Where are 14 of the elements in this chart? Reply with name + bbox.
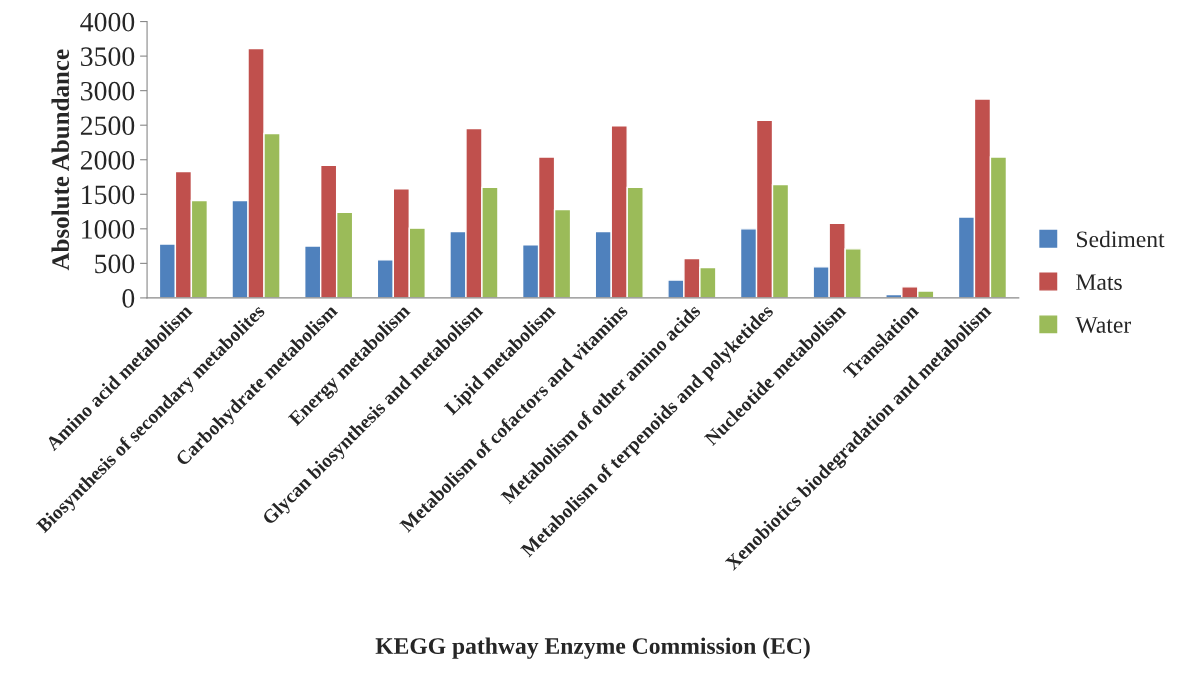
y-tick-label: 4000 xyxy=(80,12,135,32)
y-axis-title: Absolute Abundance xyxy=(51,49,70,271)
x-axis-title: KEGG pathway Enzyme Commission (EC) xyxy=(375,637,810,659)
legend-label: Sediment xyxy=(1077,230,1165,248)
y-tick-label: 3000 xyxy=(81,81,135,101)
y-tick-label: 3500 xyxy=(81,47,135,67)
y-tick-label: 500 xyxy=(95,254,135,274)
y-tick-label: 0 xyxy=(122,289,135,308)
legend-label: Water xyxy=(1075,317,1132,333)
y-tick-label: 2000 xyxy=(80,150,135,170)
y-tick-label: 1000 xyxy=(82,219,135,239)
y-tick-label: 2500 xyxy=(80,116,135,136)
legend-label: Mats xyxy=(1076,274,1122,291)
y-tick-label: 1500 xyxy=(82,185,135,205)
